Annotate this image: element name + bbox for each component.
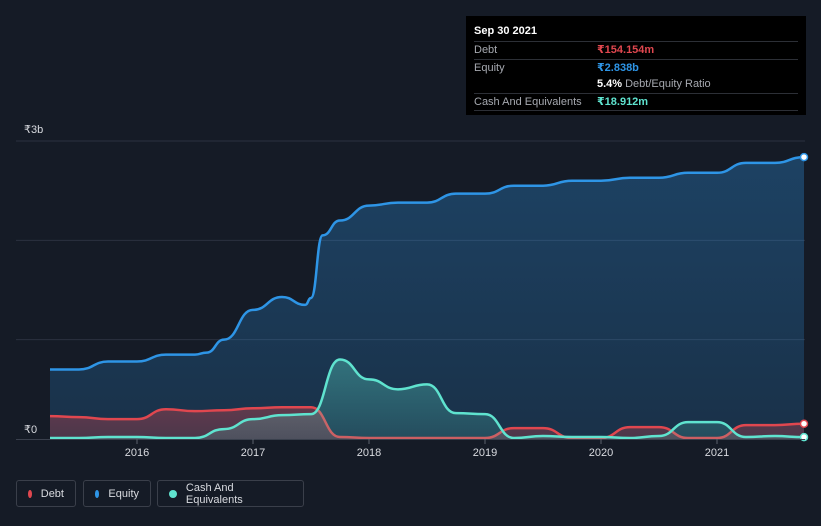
x-tick-label: 2021: [705, 447, 729, 459]
tooltip-ratio-row: 5.4% Debt/Equity Ratio: [474, 76, 798, 93]
cash-area: [50, 359, 804, 439]
x-tick-label: 2020: [589, 447, 613, 459]
tooltip-debt-value: ₹154.154m: [597, 44, 655, 56]
axes: 2016 2017 2018 2019 2020 2021 ₹3b ₹0: [16, 124, 805, 459]
legend-item-debt[interactable]: Debt: [16, 480, 76, 507]
x-tick-label: 2016: [125, 447, 149, 459]
equity-dot-icon: [95, 489, 100, 498]
tooltip-date: Sep 30 2021: [474, 25, 537, 37]
tooltip-debt-row: Debt ₹154.154m: [474, 41, 798, 59]
tooltip-equity-row: Equity ₹2.838b: [474, 58, 798, 77]
tooltip-cash-row: Cash And Equivalents ₹18.912m: [474, 92, 798, 111]
debt-dot-icon: [28, 489, 32, 498]
legend-label-debt: Debt: [40, 487, 64, 500]
x-tick-label: 2019: [473, 447, 497, 459]
equity-line: [50, 155, 805, 371]
cash-dot-icon: [169, 489, 177, 498]
x-tick-label: 2017: [241, 447, 265, 459]
tooltip-ratio-label: Debt/Equity Ratio: [625, 78, 711, 90]
tooltip-debt-label: Debt: [474, 44, 498, 56]
tooltip-panel: Sep 30 2021 Debt ₹154.154m Equity ₹2.838…: [466, 16, 806, 115]
tooltip-equity-value: ₹2.838b: [597, 61, 639, 74]
equity-area: [50, 157, 804, 440]
legend-label-cash: Cash And Equivalents: [185, 481, 243, 506]
tooltip-equity-label: Equity: [474, 61, 505, 74]
debt-end-marker: [799, 419, 809, 428]
legend-label-equity: Equity: [108, 487, 139, 500]
tooltip-cash-value: ₹18.912m: [597, 95, 649, 108]
tooltip-cash-label: Cash And Equivalents: [474, 95, 582, 108]
legend-item-cash[interactable]: Cash And Equivalents: [157, 480, 304, 507]
y-tick-label: ₹3b: [24, 124, 43, 136]
legend-item-equity[interactable]: Equity: [83, 480, 151, 507]
cash-end-marker: [799, 432, 809, 442]
x-tick-label: 2018: [357, 447, 381, 459]
series-layer: [49, 152, 809, 442]
y-tick-label: ₹0: [24, 424, 37, 436]
equity-end-marker: [799, 152, 809, 162]
tooltip-ratio-value: 5.4%: [597, 78, 623, 90]
cash-line: [50, 358, 805, 440]
